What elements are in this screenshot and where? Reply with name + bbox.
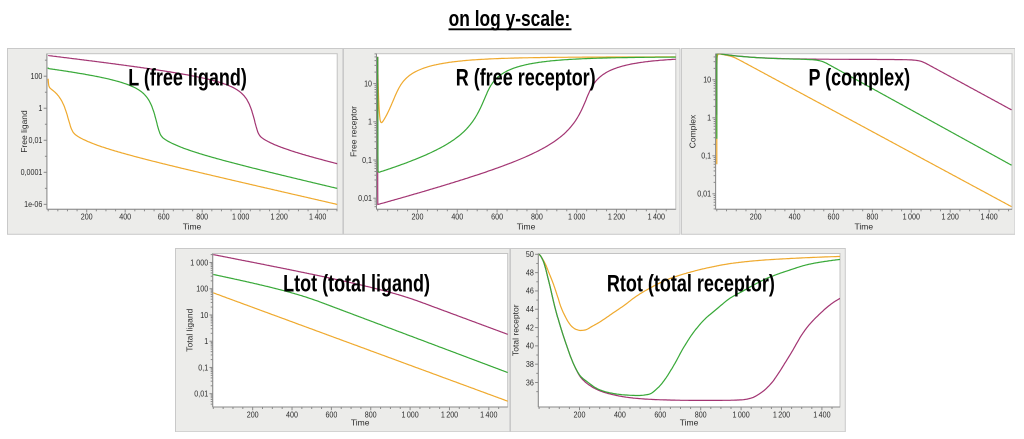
svg-text:38: 38 [526, 359, 534, 369]
svg-text:1: 1 [368, 117, 372, 127]
svg-text:1 400: 1 400 [814, 409, 832, 419]
svg-text:1 400: 1 400 [980, 212, 998, 222]
svg-text:Time: Time [854, 222, 873, 232]
svg-text:48: 48 [526, 267, 534, 277]
svg-text:10: 10 [364, 78, 372, 88]
svg-text:0,01: 0,01 [358, 193, 372, 203]
svg-text:1 000: 1 000 [568, 212, 586, 222]
svg-text:1 000: 1 000 [401, 409, 419, 419]
svg-text:0,0001: 0,0001 [20, 167, 42, 177]
svg-text:Rtot (total receptor): Rtot (total receptor) [607, 271, 775, 297]
svg-text:800: 800 [365, 409, 377, 419]
svg-text:Total ligand: Total ligand [185, 308, 195, 351]
svg-text:1 200: 1 200 [608, 212, 626, 222]
svg-text:1 200: 1 200 [270, 212, 288, 222]
svg-text:400: 400 [119, 212, 131, 222]
svg-text:Free ligand: Free ligand [19, 110, 29, 153]
svg-text:0,1: 0,1 [362, 155, 372, 165]
svg-text:10: 10 [200, 309, 208, 319]
svg-text:1 000: 1 000 [232, 212, 250, 222]
svg-text:Free receptor: Free receptor [349, 106, 359, 157]
svg-text:46: 46 [526, 285, 534, 295]
svg-text:R (free receptor): R (free receptor) [456, 65, 596, 91]
svg-text:1 000: 1 000 [190, 257, 208, 267]
svg-text:10: 10 [703, 75, 711, 85]
svg-text:1: 1 [204, 336, 208, 346]
svg-text:Total receptor: Total receptor [511, 304, 521, 356]
svg-text:Time: Time [183, 222, 202, 232]
svg-text:on log y-scale:: on log y-scale: [449, 7, 571, 31]
svg-text:800: 800 [866, 212, 878, 222]
svg-text:Complex: Complex [687, 114, 697, 148]
svg-text:600: 600 [827, 212, 839, 222]
svg-text:200: 200 [81, 212, 93, 222]
svg-text:Time: Time [517, 222, 536, 232]
svg-text:200: 200 [749, 212, 761, 222]
svg-text:50: 50 [526, 249, 534, 259]
svg-text:600: 600 [655, 409, 667, 419]
svg-text:1 000: 1 000 [902, 212, 920, 222]
svg-text:1 400: 1 400 [480, 409, 498, 419]
svg-text:800: 800 [196, 212, 208, 222]
svg-text:600: 600 [491, 212, 503, 222]
svg-text:400: 400 [614, 409, 626, 419]
svg-text:400: 400 [451, 212, 463, 222]
svg-text:1 200: 1 200 [441, 409, 459, 419]
svg-text:1 200: 1 200 [941, 212, 959, 222]
svg-text:1 000: 1 000 [733, 409, 751, 419]
svg-text:Time: Time [680, 417, 699, 427]
svg-text:1 400: 1 400 [648, 212, 666, 222]
svg-text:36: 36 [526, 377, 534, 387]
svg-text:100: 100 [196, 283, 208, 293]
svg-text:40: 40 [526, 340, 534, 350]
svg-text:1 200: 1 200 [773, 409, 791, 419]
svg-text:Time: Time [351, 417, 370, 427]
svg-text:44: 44 [526, 304, 534, 314]
svg-text:0,1: 0,1 [198, 362, 208, 372]
svg-text:800: 800 [695, 409, 707, 419]
svg-text:100: 100 [30, 71, 42, 81]
svg-text:0,01: 0,01 [194, 388, 208, 398]
svg-text:Ltot (total ligand): Ltot (total ligand) [283, 271, 430, 297]
svg-text:200: 200 [247, 409, 259, 419]
svg-text:0,01: 0,01 [28, 135, 42, 145]
svg-text:200: 200 [412, 212, 424, 222]
svg-text:800: 800 [531, 212, 543, 222]
svg-text:P (complex): P (complex) [808, 65, 910, 91]
svg-text:400: 400 [286, 409, 298, 419]
svg-text:0,1: 0,1 [701, 151, 711, 161]
svg-text:1: 1 [38, 103, 42, 113]
svg-text:1: 1 [707, 113, 711, 123]
svg-text:L (free ligand): L (free ligand) [128, 65, 247, 91]
svg-text:1 400: 1 400 [309, 212, 327, 222]
svg-text:1e-06: 1e-06 [24, 199, 43, 209]
svg-text:400: 400 [788, 212, 800, 222]
svg-text:200: 200 [574, 409, 586, 419]
svg-text:42: 42 [526, 322, 534, 332]
svg-text:600: 600 [325, 409, 337, 419]
svg-text:600: 600 [158, 212, 170, 222]
svg-text:0,01: 0,01 [697, 189, 711, 199]
